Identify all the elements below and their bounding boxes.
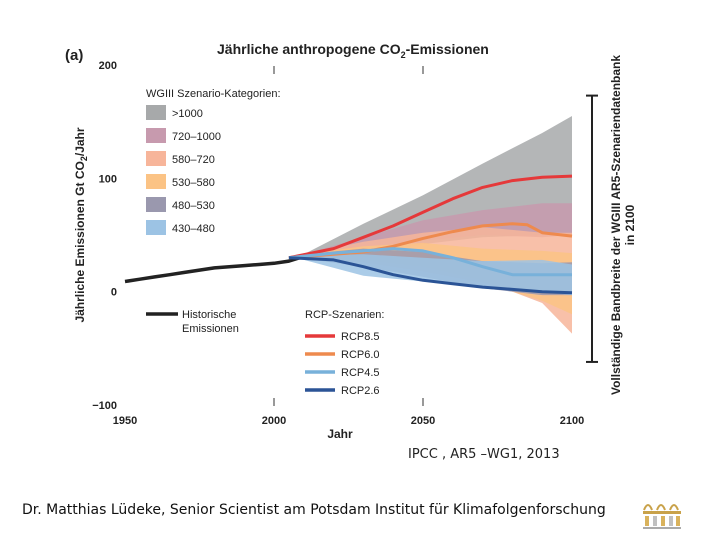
source-note: IPCC , AR5 –WG1, 2013 <box>408 447 560 462</box>
y-tick-label: −100 <box>92 400 117 412</box>
scenario-legend-swatch <box>146 197 166 212</box>
side-label-line-1: Vollständige Bandbreite der WGIII AR5-Sz… <box>609 55 623 395</box>
scenario-legend-swatch <box>146 105 166 120</box>
footer-credit: Dr. Matthias Lüdeke, Senior Scientist am… <box>22 502 606 518</box>
rcp-legend: RCP8.5 RCP6.0 RCP4.5 RCP2.6 <box>305 331 380 397</box>
historical-legend-label-1: Historische <box>182 309 236 321</box>
rcp-line <box>288 174 573 260</box>
rcp-legend-label: RCP4.5 <box>341 367 380 379</box>
scenario-legend-label: 530–580 <box>172 177 215 189</box>
y-tick-labels: 200 100 0 −100 <box>92 60 117 412</box>
x-axis-title: Jahr <box>327 427 353 441</box>
y-tick-label: 100 <box>99 173 117 185</box>
historical-line <box>124 254 305 284</box>
panel-label: (a) <box>65 47 83 64</box>
scenario-legend-label: 480–530 <box>172 200 215 212</box>
scenario-bands <box>303 116 572 334</box>
x-tick-labels: 1950 2000 2050 2100 <box>113 66 584 427</box>
rcp-legend-label: RCP6.0 <box>341 349 380 361</box>
rcp-series <box>288 174 573 295</box>
rcp-line <box>288 256 573 295</box>
rcp-legend-label: RCP2.6 <box>341 385 380 397</box>
historical-series <box>124 254 305 284</box>
x-tick-label: 2100 <box>560 415 584 427</box>
x-tick-label: 1950 <box>113 415 137 427</box>
side-label-line-2: in 2100 <box>623 204 637 245</box>
pik-logo-icon <box>643 504 681 529</box>
scenario-legend-label: 430–480 <box>172 223 215 235</box>
scenario-legend-title: WGIII Szenario-Kategorien: <box>146 88 281 100</box>
scenario-legend-label: 580–720 <box>172 154 215 166</box>
x-tick-label: 2000 <box>262 415 286 427</box>
rcp-legend-label: RCP8.5 <box>341 331 380 343</box>
scenario-band <box>303 254 572 296</box>
scenario-legend-swatch <box>146 220 166 235</box>
full-range-bracket <box>586 94 598 363</box>
y-axis-title: Jährliche Emissionen Gt CO2/Jahr <box>73 127 89 322</box>
scenario-legend-swatch <box>146 174 166 189</box>
x-tick-label: 2050 <box>411 415 435 427</box>
chart-title: Jährliche anthropogene CO2-Emissionen <box>217 41 489 60</box>
scenario-legend-label: >1000 <box>172 108 203 120</box>
rcp-line <box>288 247 572 277</box>
scenario-legend-swatch <box>146 151 166 166</box>
y-tick-label: 0 <box>111 287 117 299</box>
scenario-legend: >1000 720–1000 580–720 530–580 480–530 430–48… <box>146 105 221 235</box>
scenario-legend-label: 720–1000 <box>172 131 221 143</box>
rcp-legend-title: RCP-Szenarien: <box>305 309 384 321</box>
scenario-legend-swatch <box>146 128 166 143</box>
y-tick-label: 200 <box>99 60 117 72</box>
historical-legend-label-2: Emissionen <box>182 323 239 335</box>
